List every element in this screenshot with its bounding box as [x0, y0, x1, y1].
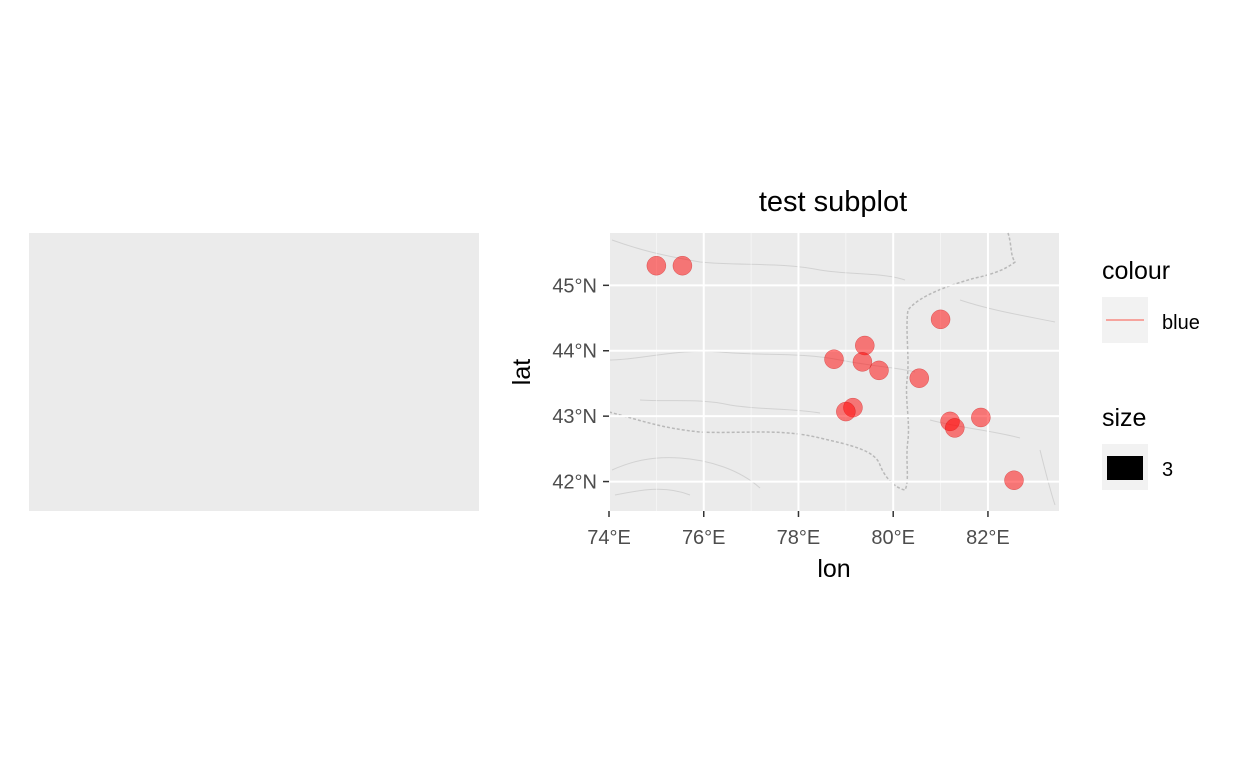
data-point	[672, 255, 693, 276]
legend-size-label: 3	[1162, 459, 1173, 481]
data-point	[869, 360, 889, 381]
basemap-borders	[608, 232, 1017, 491]
x-tick-label: 78°E	[777, 527, 821, 549]
data-point	[855, 335, 875, 356]
chart-title: test subplot	[759, 186, 907, 218]
data-point	[836, 401, 856, 422]
y-tick-label: 42°N	[552, 472, 597, 494]
empty-panel	[29, 233, 479, 511]
x-tick-label: 82°E	[966, 527, 1010, 549]
x-axis-title: lon	[817, 555, 850, 583]
legend-size-title: size	[1102, 404, 1146, 432]
grid-lines	[608, 233, 1059, 511]
data-point	[971, 407, 991, 428]
legend-colour-label: blue	[1162, 312, 1200, 334]
legend-size: size 3	[1102, 404, 1173, 490]
x-axis: 74°E 76°E 78°E 80°E 82°E	[587, 511, 1010, 549]
y-axis: 42°N 43°N 44°N 45°N	[552, 275, 609, 494]
plot-panel	[609, 233, 1059, 511]
x-tick-label: 74°E	[587, 527, 631, 549]
data-point	[646, 255, 667, 276]
map-subplot: test subplot 74°E 76°E 78°E 80°E 82°E 42°N 43…	[508, 186, 1059, 583]
data-point	[909, 368, 930, 388]
legend-colour-title: colour	[1102, 257, 1170, 285]
data-point	[1004, 470, 1024, 491]
y-tick-label: 44°N	[552, 341, 597, 363]
x-tick-label: 76°E	[682, 527, 726, 549]
y-tick-label: 45°N	[552, 275, 597, 297]
legend-colour: colour blue	[1102, 257, 1200, 343]
y-axis-title: lat	[508, 359, 536, 385]
data-point	[945, 418, 965, 438]
legend-size-key-square	[1107, 456, 1143, 480]
data-point	[824, 349, 844, 369]
y-tick-label: 43°N	[552, 406, 597, 428]
data-point	[930, 309, 951, 330]
legend: colour blue size 3	[1102, 257, 1200, 490]
data-points	[646, 255, 1024, 491]
x-tick-label: 80°E	[871, 527, 915, 549]
data-point	[852, 352, 873, 372]
